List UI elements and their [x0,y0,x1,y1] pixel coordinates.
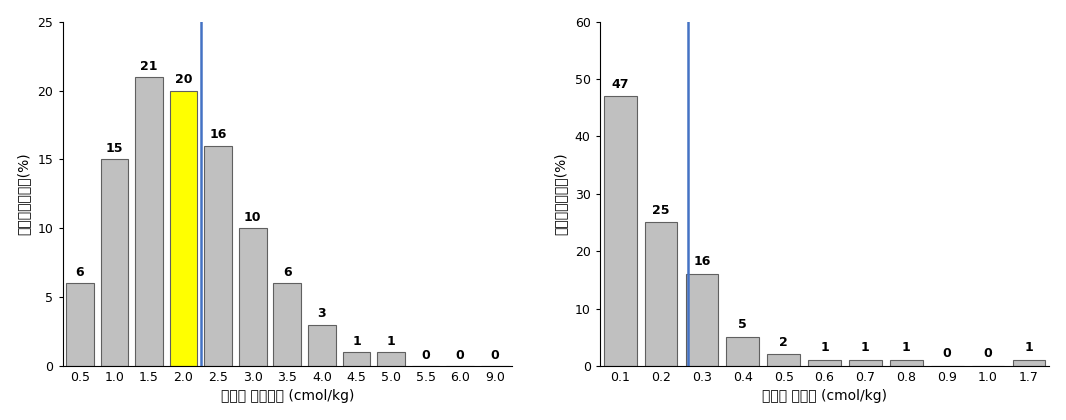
Text: 15: 15 [106,142,124,155]
Text: 0: 0 [984,347,992,360]
Bar [1013,360,1046,366]
Bar [890,360,923,366]
Text: 47: 47 [612,78,629,91]
Bar [645,223,677,366]
Bar [274,284,301,366]
Bar [342,352,370,366]
Bar [205,146,232,366]
Bar [169,91,197,366]
Text: 1: 1 [387,335,395,348]
Text: 3: 3 [318,307,326,320]
Text: 1: 1 [352,335,361,348]
Bar [603,96,636,366]
Y-axis label: 연도별분포비율(%): 연도별분포비율(%) [17,152,31,235]
Text: 1: 1 [861,341,870,354]
Text: 25: 25 [652,204,669,217]
Text: 0: 0 [421,349,430,362]
Text: 16: 16 [693,255,711,268]
Text: 6: 6 [76,266,84,279]
Bar [66,284,94,366]
Bar [849,360,882,366]
Y-axis label: 연도별분포비율(%): 연도별분포비율(%) [553,152,568,235]
Text: 1: 1 [820,341,829,354]
Bar [239,228,266,366]
Text: 20: 20 [175,74,192,87]
Text: 1: 1 [1024,341,1033,354]
Bar [685,274,718,366]
Text: 16: 16 [209,129,227,142]
Text: 5: 5 [739,318,747,331]
Text: 1: 1 [902,341,910,354]
Bar [308,325,336,366]
Bar [377,352,405,366]
Text: 2: 2 [779,336,788,349]
Text: 10: 10 [244,211,261,224]
Text: 6: 6 [282,266,292,279]
Text: 21: 21 [141,60,158,73]
Text: 0: 0 [456,349,465,362]
Bar [100,159,128,366]
Text: 0: 0 [490,349,499,362]
Bar [768,354,800,366]
X-axis label: 치환성 나트륨 (cmol⁣/kg): 치환성 나트륨 (cmol⁣/kg) [762,389,887,403]
Bar [726,337,759,366]
Bar [808,360,841,366]
Text: 0: 0 [942,347,952,360]
X-axis label: 치환성 마그네숙 (cmol⁣/kg): 치환성 마그네숙 (cmol⁣/kg) [221,389,354,403]
Bar [135,77,163,366]
